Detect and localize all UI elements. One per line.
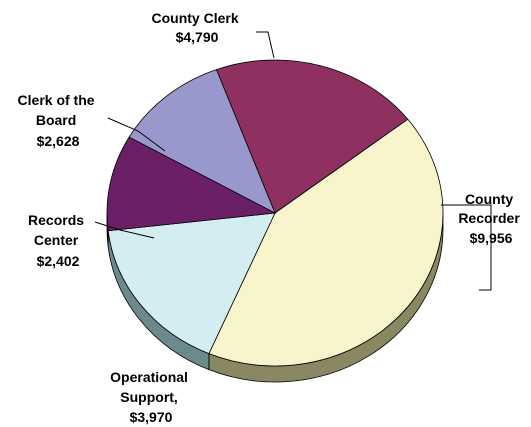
pie-slices [106,59,444,367]
pie-slice-operational-support [107,212,276,355]
pie-slice-clerk-of-the-board [128,69,276,214]
pie-slice-records-center [106,136,277,232]
label-operational-support: Operational Support, $3,970 [110,369,192,425]
pie-slice-county-clerk [215,59,409,214]
slice-labels: County Clerk $4,790 County Recorder $9,9… [18,10,523,425]
leader-county-clerk [256,31,275,59]
label-leader-lines [94,31,492,291]
leader-records-center [94,221,155,239]
label-county-recorder: County Recorder $9,956 [458,191,523,246]
label-records-center: Records Center $2,402 [28,212,88,269]
leader-clerk-of-the-board [107,117,166,152]
pie-slice-county-recorder [208,118,444,367]
leader-county-recorder [441,204,492,291]
label-county-clerk: County Clerk $4,790 [151,10,242,45]
label-clerk-of-the-board: Clerk of the Board $2,628 [18,92,99,149]
